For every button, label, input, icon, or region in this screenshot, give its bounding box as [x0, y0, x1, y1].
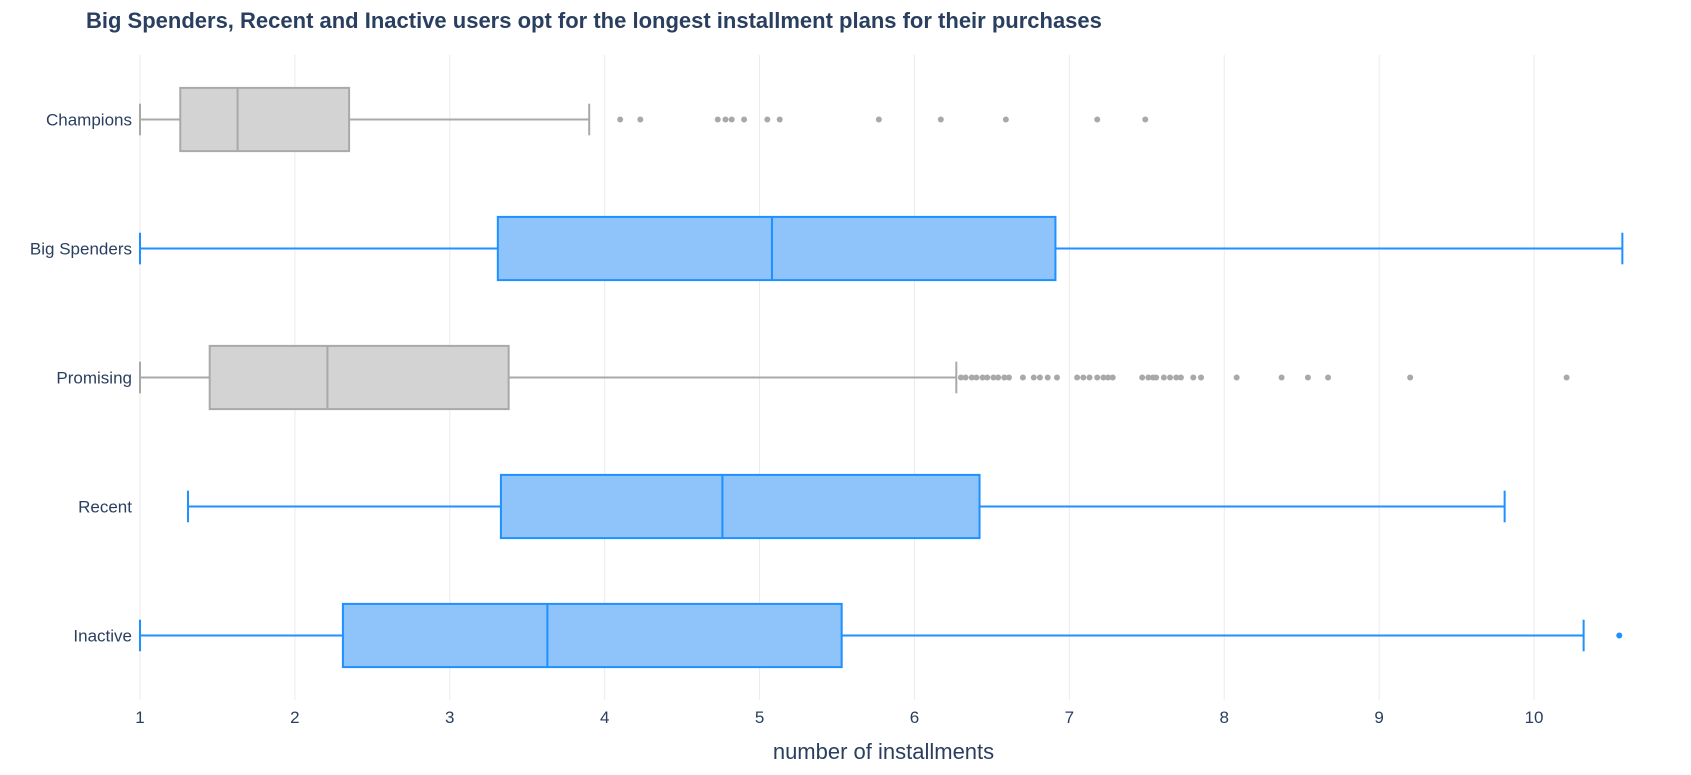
outlier-point	[1278, 374, 1285, 381]
x-tick-label: 2	[290, 708, 299, 727]
outlier-point	[1074, 374, 1081, 381]
outlier-point	[1105, 374, 1112, 381]
outlier-point	[637, 116, 644, 123]
outlier-point	[1030, 374, 1037, 381]
outlier-point	[1563, 374, 1570, 381]
outlier-point	[1145, 374, 1152, 381]
x-tick-label: 1	[135, 708, 144, 727]
outlier-point	[1160, 374, 1167, 381]
y-tick-label: Big Spenders	[30, 240, 132, 259]
outlier-point	[968, 374, 975, 381]
outlier-point	[741, 116, 748, 123]
x-tick-label: 8	[1220, 708, 1229, 727]
iqr-box	[179, 86, 351, 153]
outlier-point	[722, 116, 729, 123]
outlier-point	[984, 374, 991, 381]
x-tick-label: 7	[1065, 708, 1074, 727]
outlier-point	[1094, 116, 1101, 123]
outlier-point	[1616, 632, 1623, 639]
y-tick-label: Champions	[46, 111, 132, 130]
outlier-point	[1190, 374, 1197, 381]
y-axis-ticks: Champions Big Spenders Promising Recent Inac…	[30, 111, 132, 646]
outlier-point	[617, 116, 624, 123]
x-tick-label: 6	[910, 708, 919, 727]
chart-title: Big Spenders, Recent and Inactive users …	[86, 8, 1102, 33]
outlier-point	[1139, 374, 1146, 381]
outlier-point	[1233, 374, 1240, 381]
outlier-point	[1094, 374, 1101, 381]
outlier-point	[1304, 374, 1311, 381]
x-axis-ticks: 1 2 3 4 5 6 7 8 9 10	[135, 708, 1543, 727]
outlier-point	[1325, 374, 1332, 381]
outlier-point	[957, 374, 964, 381]
box-inactive	[139, 602, 1623, 669]
outlier-point	[1173, 374, 1180, 381]
outlier-point	[764, 116, 771, 123]
x-axis-title: number of installments	[773, 739, 994, 764]
outlier-point	[1167, 374, 1174, 381]
y-tick-label: Inactive	[73, 627, 132, 646]
iqr-box	[496, 215, 1057, 282]
iqr-box	[341, 602, 843, 669]
outlier-point	[995, 374, 1002, 381]
outlier-point	[990, 374, 997, 381]
outlier-point	[728, 116, 735, 123]
outlier-point	[1036, 374, 1043, 381]
outlier-point	[1198, 374, 1205, 381]
outlier-point	[1109, 374, 1116, 381]
x-tick-label: 3	[445, 708, 454, 727]
iqr-box	[499, 473, 981, 540]
boxes	[139, 86, 1624, 669]
outlier-point	[979, 374, 986, 381]
iqr-box	[208, 344, 510, 411]
x-tick-label: 9	[1374, 708, 1383, 727]
x-tick-label: 10	[1525, 708, 1544, 727]
box-promising	[139, 344, 1570, 411]
outlier-point	[1001, 374, 1008, 381]
outlier-point	[1086, 374, 1093, 381]
y-tick-label: Recent	[78, 498, 132, 517]
outlier-point	[1002, 116, 1009, 123]
outlier-point	[1044, 374, 1051, 381]
outlier-point	[1142, 116, 1149, 123]
outlier-point	[714, 116, 721, 123]
box-recent	[187, 473, 1506, 540]
outlier-point	[1019, 374, 1026, 381]
outlier-point	[875, 116, 882, 123]
outlier-point	[1005, 374, 1012, 381]
x-tick-label: 5	[755, 708, 764, 727]
outlier-point	[1407, 374, 1414, 381]
outlier-point	[1100, 374, 1107, 381]
outlier-point	[776, 116, 783, 123]
outlier-point	[1080, 374, 1087, 381]
outlier-point	[973, 374, 980, 381]
outlier-point	[1177, 374, 1184, 381]
outlier-point	[1153, 374, 1160, 381]
outlier-point	[962, 374, 969, 381]
box-big-spenders	[139, 215, 1624, 282]
outlier-point	[1053, 374, 1060, 381]
box-champions	[139, 86, 1149, 153]
outlier-point	[937, 116, 944, 123]
y-tick-label: Promising	[56, 369, 132, 388]
x-tick-label: 4	[600, 708, 609, 727]
